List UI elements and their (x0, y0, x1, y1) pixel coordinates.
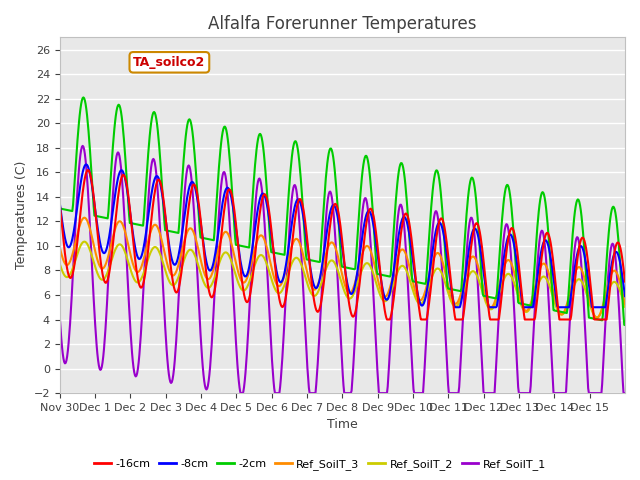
Ref_SoilT_2 (227, 256, 235, 262)
Title: Alfalfa Forerunner Temperatures: Alfalfa Forerunner Temperatures (208, 15, 477, 33)
Line: Ref_SoilT_3: Ref_SoilT_3 (60, 218, 625, 318)
Ref_SoilT_1 (56, 314, 63, 320)
Ref_SoilT_3 (433, 250, 441, 256)
Ref_SoilT_1 (277, 376, 285, 382)
Ref_SoilT_1 (255, 176, 263, 181)
-8cm (452, 304, 460, 310)
Ref_SoilT_2 (276, 290, 284, 296)
-2cm (276, 251, 284, 257)
-8cm (83, 161, 90, 167)
Line: Ref_SoilT_1: Ref_SoilT_1 (60, 146, 625, 393)
Ref_SoilT_3 (621, 301, 629, 307)
-8cm (276, 279, 284, 285)
Ref_SoilT_3 (401, 250, 409, 256)
Ref_SoilT_3 (80, 215, 88, 221)
Ref_SoilT_3 (227, 238, 235, 244)
-2cm (255, 133, 262, 139)
-8cm (123, 186, 131, 192)
Ref_SoilT_3 (276, 283, 284, 288)
-8cm (433, 223, 441, 229)
X-axis label: Time: Time (327, 419, 358, 432)
-16cm (434, 225, 442, 231)
-2cm (433, 168, 441, 173)
-2cm (56, 205, 63, 211)
Line: -2cm: -2cm (60, 97, 625, 325)
-8cm (227, 192, 235, 198)
Ref_SoilT_3 (56, 244, 63, 250)
-16cm (621, 279, 629, 285)
Legend: -16cm, -8cm, -2cm, Ref_SoilT_3, Ref_SoilT_2, Ref_SoilT_1: -16cm, -8cm, -2cm, Ref_SoilT_3, Ref_Soil… (90, 455, 550, 474)
-16cm (227, 188, 235, 194)
-16cm (84, 167, 92, 173)
Ref_SoilT_2 (56, 261, 63, 267)
Ref_SoilT_2 (401, 265, 409, 271)
Ref_SoilT_1 (79, 143, 86, 149)
Ref_SoilT_2 (433, 266, 441, 272)
-2cm (401, 182, 409, 188)
Y-axis label: Temperatures (C): Temperatures (C) (15, 161, 28, 269)
Ref_SoilT_3 (123, 236, 131, 241)
Ref_SoilT_1 (237, 390, 245, 396)
-16cm (276, 300, 284, 305)
-16cm (403, 211, 410, 216)
Ref_SoilT_3 (593, 315, 601, 321)
-8cm (56, 200, 63, 206)
Line: -8cm: -8cm (60, 164, 625, 307)
Text: TA_soilco2: TA_soilco2 (133, 56, 205, 69)
Ref_SoilT_2 (123, 254, 131, 260)
-2cm (79, 95, 87, 100)
-8cm (401, 215, 409, 221)
Ref_SoilT_1 (403, 251, 410, 256)
Ref_SoilT_2 (255, 253, 262, 259)
-2cm (123, 178, 131, 183)
-16cm (56, 202, 63, 207)
Ref_SoilT_1 (227, 240, 235, 246)
Ref_SoilT_1 (621, 390, 629, 396)
Line: Ref_SoilT_2: Ref_SoilT_2 (60, 241, 625, 317)
Ref_SoilT_2 (621, 304, 629, 310)
-8cm (621, 293, 629, 299)
Ref_SoilT_1 (123, 260, 131, 266)
-16cm (383, 317, 391, 323)
-16cm (123, 183, 131, 189)
-2cm (621, 322, 629, 328)
Ref_SoilT_2 (593, 314, 601, 320)
Ref_SoilT_3 (255, 234, 262, 240)
Ref_SoilT_1 (434, 214, 442, 220)
-8cm (255, 201, 262, 207)
Line: -16cm: -16cm (60, 170, 625, 320)
-2cm (227, 169, 235, 175)
Ref_SoilT_2 (80, 239, 88, 244)
-16cm (255, 218, 262, 224)
